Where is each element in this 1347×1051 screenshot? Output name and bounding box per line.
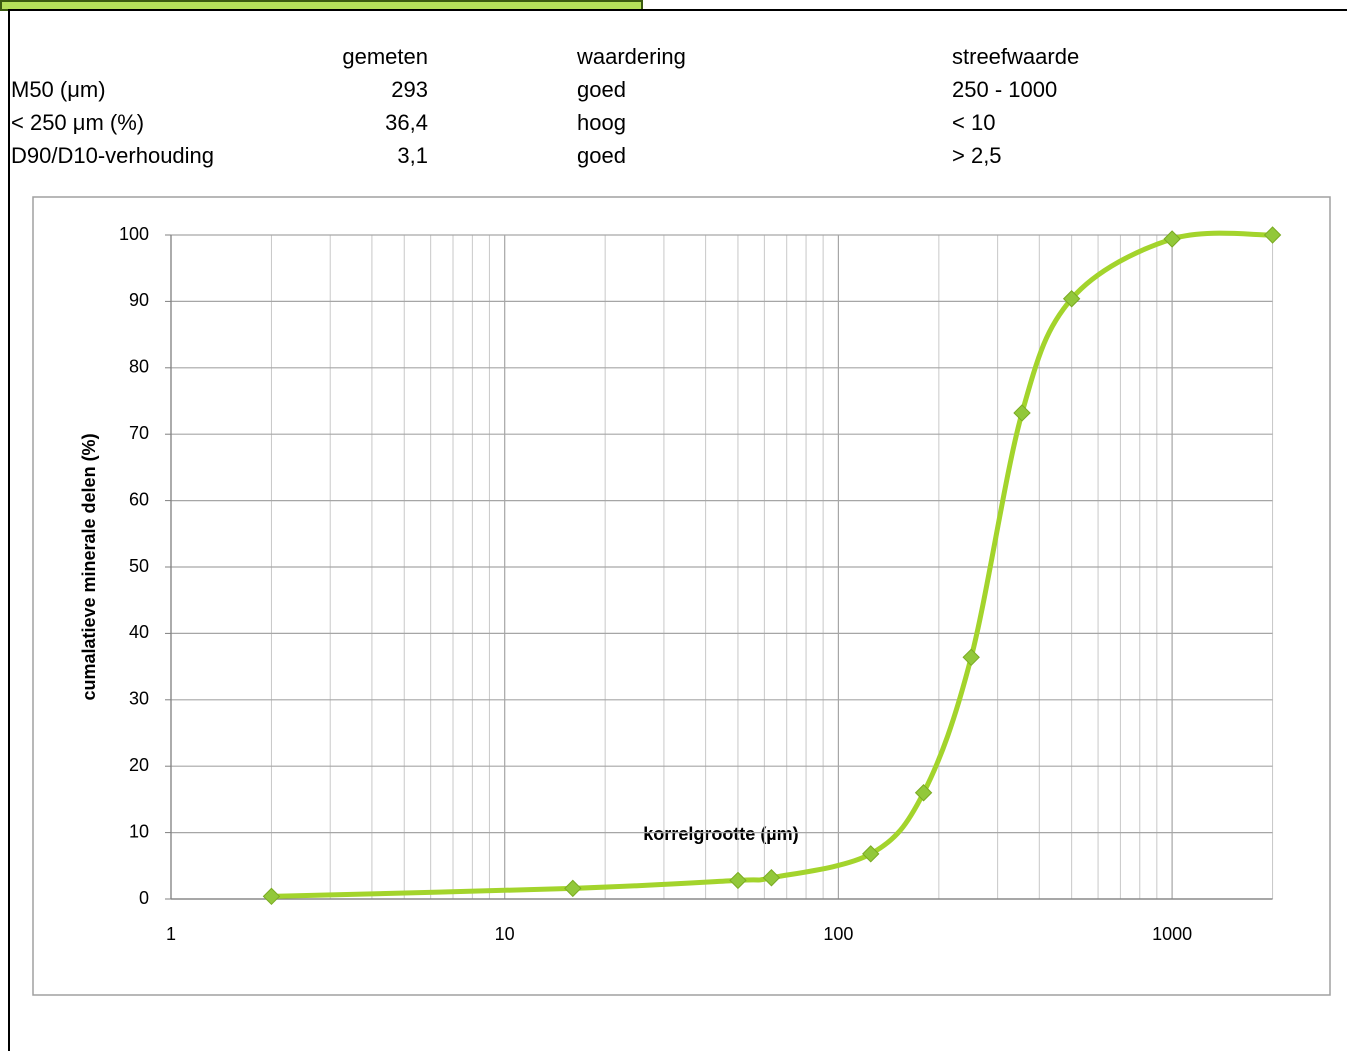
y-tick-label: 30 — [129, 689, 149, 709]
table-cell: 250 - 1000 — [952, 77, 1058, 102]
marker — [262, 887, 281, 906]
column-header: streefwaarde — [952, 44, 1080, 69]
table-cell: > 2,5 — [952, 143, 1002, 168]
row-label: < 250 μm (%) — [11, 110, 145, 135]
table-cell: goed — [577, 77, 626, 102]
row-label: M50 (μm) — [11, 77, 106, 102]
y-tick-label: 60 — [129, 489, 149, 509]
y-axis-label: cumalatieve minerale delen (%) — [79, 433, 99, 700]
table-cell: 36,4 — [385, 110, 428, 135]
y-tick-label: 0 — [139, 888, 149, 908]
x-tick-label: 1000 — [1152, 924, 1192, 944]
y-tick-label: 10 — [129, 821, 149, 841]
frame — [8, 9, 1347, 1051]
table-cell: 293 — [391, 77, 428, 102]
marker — [762, 869, 781, 887]
row-label: D90/D10-verhouding — [11, 143, 215, 168]
column-header: waardering — [577, 44, 686, 69]
table-cell: hoog — [577, 110, 626, 135]
x-tick-label: 1 — [166, 924, 176, 944]
y-tick-label: 80 — [129, 357, 149, 377]
x-tick-label: 10 — [495, 924, 515, 944]
marker — [862, 845, 880, 863]
y-tick-label: 50 — [129, 556, 149, 576]
marker — [1062, 290, 1081, 308]
table-cell: < 10 — [952, 110, 996, 135]
column-header: gemeten — [342, 44, 428, 69]
marker — [962, 648, 980, 667]
table-cell: 3,1 — [397, 143, 428, 168]
marker — [914, 784, 933, 802]
y-tick-label: 40 — [129, 622, 149, 642]
marker — [1263, 226, 1282, 244]
y-tick-label: 100 — [119, 224, 149, 244]
marker — [1013, 404, 1031, 422]
y-tick-label: 20 — [129, 755, 149, 775]
marker — [564, 879, 582, 898]
marker — [1163, 230, 1181, 248]
table-cell: goed — [577, 143, 626, 168]
marker — [729, 871, 747, 890]
x-axis-label: korrelgrootte (µm) — [643, 824, 798, 844]
y-tick-label: 70 — [129, 423, 149, 443]
y-tick-label: 90 — [129, 290, 149, 310]
x-tick-label: 100 — [823, 924, 853, 944]
chart-border — [32, 196, 1331, 996]
